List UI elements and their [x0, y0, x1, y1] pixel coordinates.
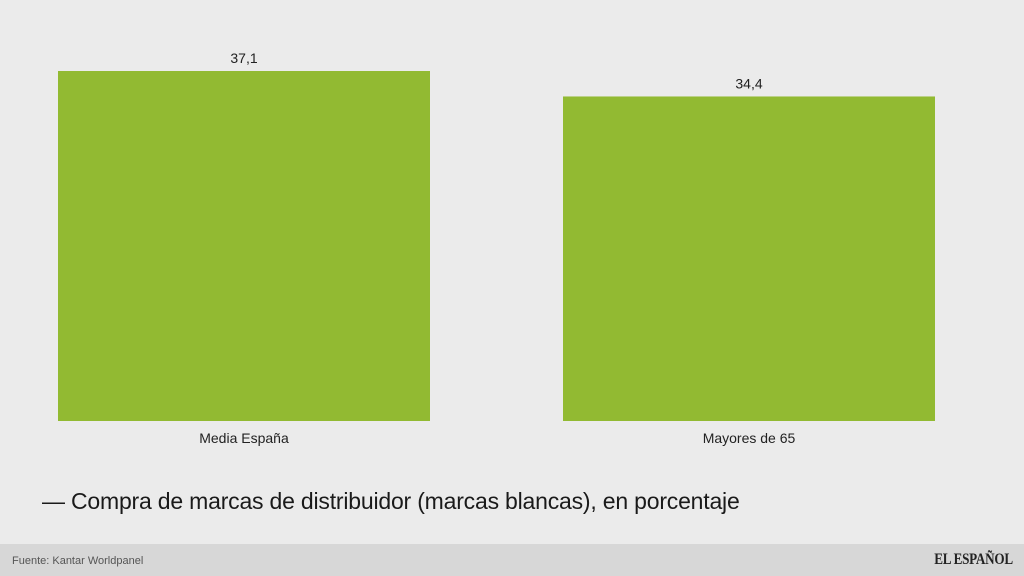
chart-area: 37,1 Media España 34,4 Mayores de 65	[58, 50, 935, 446]
bar-1	[58, 71, 430, 421]
category-label-2: Mayores de 65	[703, 430, 796, 446]
footer-bar: Fuente: Kantar Worldpanel EL ESPAÑOL	[0, 544, 1024, 576]
bar-chart: 37,1 Media España 34,4 Mayores de 65	[58, 50, 935, 446]
category-label-1: Media España	[199, 430, 289, 446]
value-label-1: 37,1	[230, 50, 257, 66]
chart-caption: — Compra de marcas de distribuidor (marc…	[42, 488, 740, 514]
bar-2	[563, 96, 935, 422]
value-label-2: 34,4	[735, 75, 762, 91]
brand-logo: EL ESPAÑOL	[934, 551, 1013, 568]
source-text: Fuente: Kantar Worldpanel	[12, 555, 144, 567]
